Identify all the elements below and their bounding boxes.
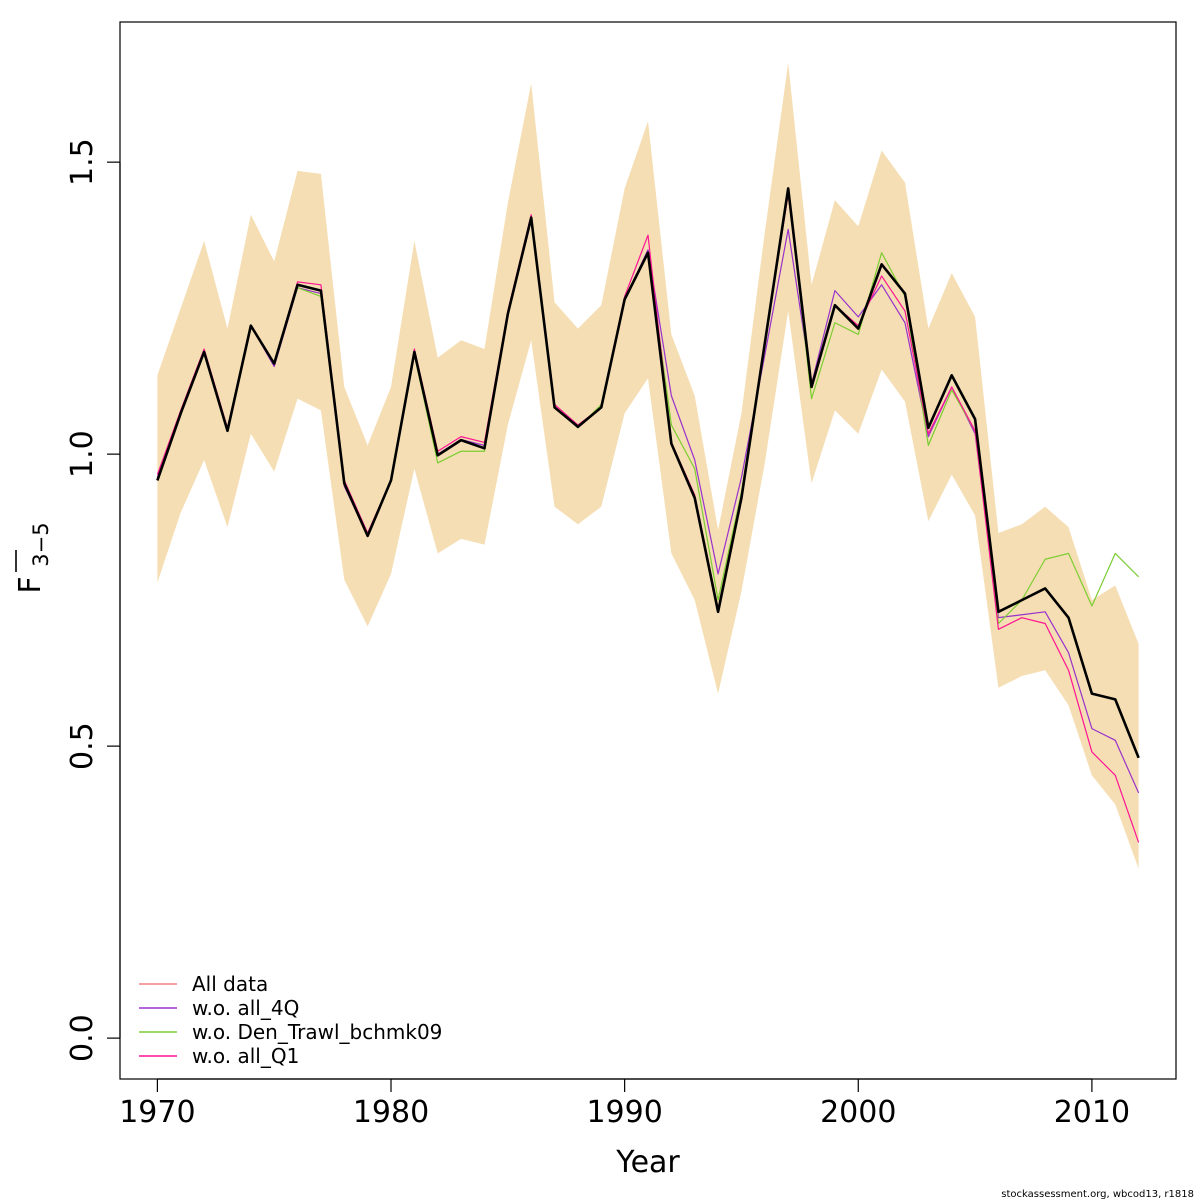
x-axis: 1970 1980 1990 2000 2010 (119, 1078, 1130, 1130)
confidence-band (157, 62, 1139, 869)
y-tick-label: 0.0 (65, 1014, 100, 1062)
x-axis-title: Year (615, 1145, 680, 1180)
legend-label-w-o-all-q1: w.o. all_Q1 (192, 1044, 299, 1068)
legend-label-w-o-den-trawl-bchmk09: w.o. Den_Trawl_bchmk09 (192, 1020, 442, 1044)
confidence-band-layer (157, 62, 1139, 869)
series-line-w-o-all-q1 (156, 193, 1140, 843)
svg-text:F 3−5: F 3−5 (13, 522, 53, 593)
x-tick-label: 2000 (820, 1095, 896, 1130)
y-axis-title: F 3−5 (13, 522, 53, 593)
x-tick-label: 1980 (353, 1095, 429, 1130)
x-tick-label: 1990 (586, 1095, 662, 1130)
y-tick-label: 1.5 (65, 138, 100, 186)
credit-text: stockassessment.org, wbcod13, r1818 (1001, 1189, 1194, 1200)
series-line-main-estimate (156, 187, 1140, 759)
y-axis-title-subscript: 3−5 (29, 522, 53, 566)
x-tick-label: 1970 (119, 1095, 195, 1130)
y-tick-label: 0.5 (65, 722, 100, 770)
legend-label-all-data: All data (192, 972, 268, 996)
series-layer (156, 187, 1140, 843)
y-axis-title-main: F (13, 576, 48, 593)
x-tick-label: 2010 (1054, 1095, 1130, 1130)
y-axis: 0.0 0.5 1.0 1.5 (65, 138, 121, 1062)
y-tick-label: 1.0 (65, 430, 100, 478)
legend-label-w-o-all-4q: w.o. all_4Q (192, 996, 299, 1020)
